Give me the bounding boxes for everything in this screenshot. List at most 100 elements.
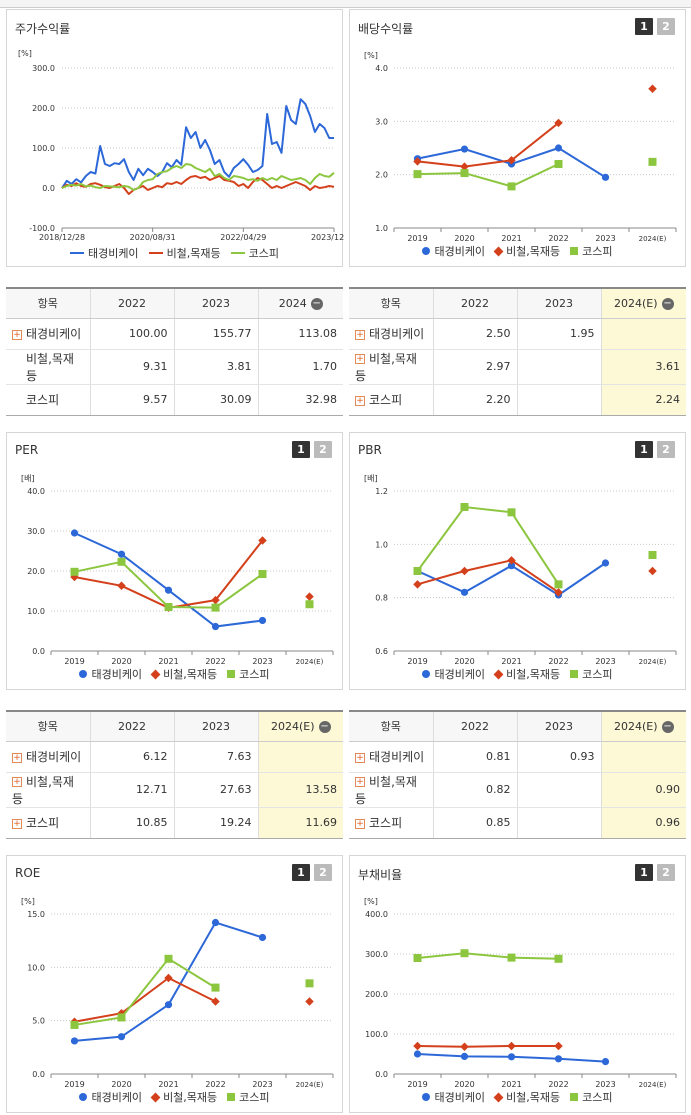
cell: 2.24: [601, 384, 686, 416]
cell: 3.61: [601, 349, 686, 385]
x-tick-label: 2019: [64, 657, 84, 666]
table-row: + 비철,목재등 2.97 3.61: [349, 349, 686, 385]
table-row: + 태경비케이 0.81 0.93: [349, 741, 686, 773]
page-switcher: 1 2: [635, 864, 675, 881]
page-1-button[interactable]: 1: [635, 864, 653, 881]
data-point: [258, 616, 267, 625]
axis-unit-label: [%]: [18, 49, 32, 58]
legend-swatch: [148, 252, 163, 254]
collapse-icon[interactable]: −: [661, 297, 674, 310]
panel-title: ROE: [15, 866, 41, 880]
data-point: [413, 170, 422, 179]
legend-swatch: [150, 1092, 161, 1102]
page-1-button[interactable]: 1: [635, 441, 653, 458]
panel-roe: ROE 1 2 [%] 15.0 10.0 5.0 0.0 2019 2020 2021 202…: [6, 855, 343, 1113]
page-1-button[interactable]: 1: [292, 441, 310, 458]
data-point: [258, 570, 267, 579]
collapse-icon[interactable]: −: [318, 720, 331, 733]
expand-icon[interactable]: +: [355, 752, 365, 763]
y-tick-label: 1.2: [375, 487, 388, 496]
legend-item-taekyung: 태경비케이: [422, 1089, 485, 1105]
page-2-button[interactable]: 2: [657, 864, 675, 881]
page-1-button[interactable]: 1: [635, 18, 653, 35]
data-point: [460, 1052, 469, 1060]
data-point: [70, 1037, 79, 1045]
y-tick-label: 100.0: [32, 144, 55, 153]
row-name-cell: + 비철,목재등: [349, 349, 434, 385]
legend-swatch: [493, 246, 504, 256]
expand-icon[interactable]: +: [12, 777, 22, 787]
expand-icon[interactable]: +: [355, 818, 365, 829]
cell: 27.63: [174, 772, 259, 808]
page-2-button[interactable]: 2: [657, 441, 675, 458]
data-point: [507, 508, 516, 517]
legend-item-taekyung: 태경비케이: [422, 666, 485, 682]
collapse-icon[interactable]: −: [661, 720, 674, 733]
data-point: [554, 1041, 563, 1051]
page-2-button[interactable]: 2: [314, 441, 332, 458]
x-tick-label: 2020: [454, 657, 474, 666]
data-point: [648, 566, 657, 576]
legend-item-industry: 비철,목재등: [493, 243, 560, 259]
table-row: + 태경비케이 6.12 7.63: [6, 741, 343, 773]
expand-icon[interactable]: +: [12, 818, 22, 829]
legend-label: 태경비케이: [434, 668, 486, 681]
dividend-yield-chart: [%] 4.0 3.0 2.0 1.0 2019 2020 2021 2022 2023 2024(…: [364, 51, 677, 243]
x-tick-label: 2023: [595, 1080, 615, 1089]
page-2-button[interactable]: 2: [657, 18, 675, 35]
page-2-button[interactable]: 2: [314, 864, 332, 881]
series-line: [74, 560, 264, 609]
data-point: [164, 954, 173, 963]
col-header-2024: 2024−: [258, 288, 343, 319]
x-tick-label: 2024(E): [639, 235, 667, 243]
cell: [601, 741, 686, 773]
legend-swatch: [230, 252, 245, 254]
page-1-button[interactable]: 1: [292, 864, 310, 881]
col-header-2023: 2023: [174, 711, 259, 742]
legend-label: 코스피: [239, 668, 270, 681]
data-point: [413, 1050, 422, 1058]
expand-icon[interactable]: +: [12, 329, 22, 340]
series-line: [61, 175, 335, 195]
row-name: 비철,목재등: [12, 774, 74, 806]
series-line: [74, 539, 264, 609]
legend-label: 코스피: [239, 1091, 270, 1104]
x-tick-label: 2022: [548, 657, 568, 666]
col-header-2022: 2022: [433, 288, 518, 319]
y-tick-label: 15.0: [27, 910, 45, 919]
legend-swatch: [150, 669, 161, 679]
data-point: [211, 595, 220, 605]
expand-icon[interactable]: +: [355, 329, 365, 340]
data-point: [601, 173, 610, 181]
cell: 2.97: [433, 349, 518, 385]
legend-item-kospi: 코스피: [227, 1089, 270, 1105]
data-point: [554, 580, 563, 589]
col-header-item: 항목: [349, 711, 434, 742]
x-tick-label: 2022: [548, 1080, 568, 1089]
chart-legend: 태경비케이 비철,목재등 코스피: [350, 1089, 685, 1105]
page-switcher: 1 2: [635, 18, 675, 35]
cell: 2.20: [433, 384, 518, 416]
expand-icon[interactable]: +: [12, 752, 22, 763]
data-point: [413, 580, 422, 589]
data-point: [117, 1033, 126, 1041]
data-point: [211, 622, 220, 631]
expand-icon[interactable]: +: [355, 354, 365, 364]
expand-icon[interactable]: +: [355, 395, 365, 406]
col-header-item: 항목: [6, 711, 91, 742]
data-point: [460, 949, 469, 958]
expand-icon[interactable]: +: [355, 777, 365, 787]
x-tick-label: 2020: [111, 1080, 131, 1089]
row-name-cell: + 태경비케이: [6, 741, 91, 773]
data-point: [258, 933, 267, 942]
cell: 2.50: [433, 318, 518, 350]
cell: 1.70: [258, 349, 343, 385]
y-tick-label: 10.0: [27, 963, 45, 972]
data-point: [305, 592, 314, 601]
x-tick-label: 2024(E): [639, 1081, 667, 1089]
y-tick-label: 40.0: [27, 487, 45, 496]
collapse-icon[interactable]: −: [310, 297, 323, 310]
x-tick-label: 2023: [252, 657, 272, 666]
legend-item-kospi: 코스피: [227, 666, 270, 682]
panel-title: 주가수익률: [15, 22, 71, 36]
